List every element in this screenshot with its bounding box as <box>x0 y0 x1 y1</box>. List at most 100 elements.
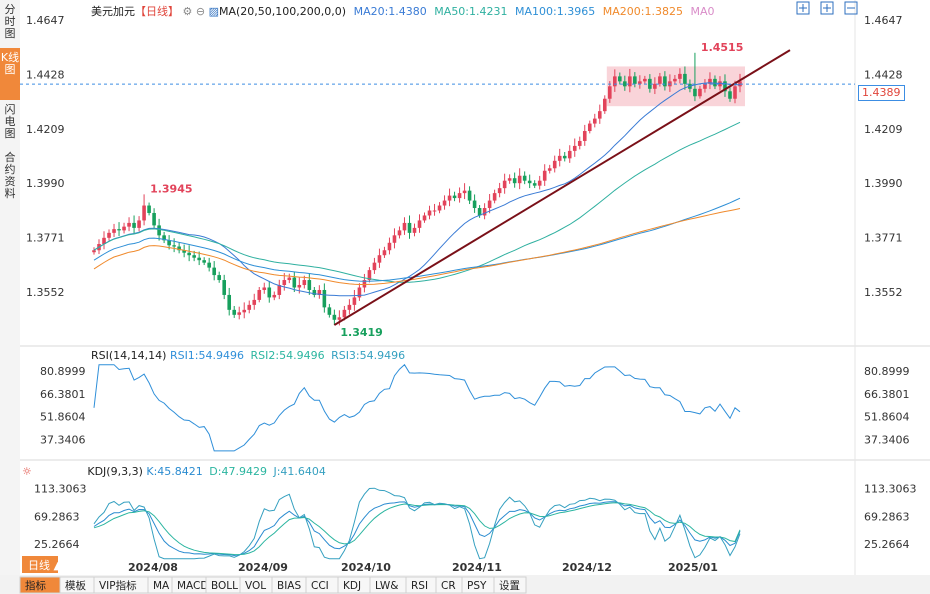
kdj-y-tick: 113.3063 <box>34 483 87 496</box>
candle-body <box>302 280 307 286</box>
rsi1-value: RSI1:54.9496 <box>169 349 244 362</box>
ma20-value: MA20:1.4380 <box>353 5 427 18</box>
candle-body <box>693 88 697 97</box>
axes: 1.4647 1.4647 1.4428 1.4428 1.4209 1.4209 1.39… <box>26 14 917 574</box>
candle-body <box>187 252 191 256</box>
candle-body <box>202 260 206 263</box>
candle-body <box>327 307 332 315</box>
left-tabs: 分时图 K线图 闪电图 合约资料 <box>0 4 20 212</box>
candle-body <box>272 294 277 298</box>
bottom-tab-14[interactable] <box>493 576 527 594</box>
candle-body <box>162 235 166 241</box>
candle-body <box>222 280 227 295</box>
header-legend: 美元加元【日线】 ⚙ ⊖ ▨MA(20,50,100,200,0,0) MA20… <box>91 3 714 19</box>
kdj-d-value: D:47.9429 <box>209 465 267 478</box>
candle-body <box>417 220 422 228</box>
candle-body <box>633 76 637 84</box>
candle-body <box>452 195 457 199</box>
settings-icon[interactable]: ⚙ <box>182 5 193 18</box>
candle-body <box>192 255 196 258</box>
candle-body <box>412 227 417 233</box>
candle-body <box>152 212 156 226</box>
candle-body <box>613 76 617 87</box>
kdj-j-value: J:41.6404 <box>273 465 326 478</box>
kdj-label: KDJ(9,3,3) <box>87 465 143 478</box>
indicator-icon[interactable]: ▨ <box>208 5 219 18</box>
candle-body <box>628 76 632 87</box>
candle-body <box>648 78 652 89</box>
period-label[interactable]: 【日线】 <box>135 5 179 18</box>
bottom-tab-label: BOLL <box>211 580 238 592</box>
candle-body <box>217 275 221 281</box>
ma50-value: MA50:1.4231 <box>434 5 508 18</box>
candle-body <box>267 287 272 298</box>
zoom-out-icon[interactable] <box>844 1 858 15</box>
minus-icon[interactable]: ⊖ <box>195 5 206 18</box>
kdj-k-line <box>93 501 741 557</box>
candle-body <box>592 118 597 124</box>
kdj-y-tick: 69.2863 <box>34 510 80 523</box>
candle-body <box>287 277 292 281</box>
ma20-line <box>93 82 740 297</box>
candle-body <box>177 246 181 251</box>
sun-icon[interactable]: ☼ <box>22 465 32 478</box>
candle-body <box>582 131 587 141</box>
zoom-in-icon[interactable] <box>820 1 834 15</box>
crosshair-icon[interactable] <box>796 1 810 15</box>
candle-body <box>112 229 116 233</box>
candle-body <box>482 208 487 216</box>
candle-body <box>297 285 302 288</box>
main-price-panel: 1.3945 1.3419 1.4515 <box>20 41 855 339</box>
candle-body <box>728 91 732 99</box>
kdj-j-line <box>93 487 741 560</box>
rsi-legend: RSI(14,14,14) RSI1:54.9496 RSI2:54.9496 … <box>91 349 405 362</box>
candle-body <box>467 190 472 201</box>
candle-body <box>382 250 387 256</box>
tab-flash[interactable]: 闪电图 <box>4 103 16 140</box>
candle-body <box>352 297 357 305</box>
candle-body <box>442 200 447 206</box>
tab-kline-bg[interactable] <box>0 48 20 100</box>
bottom-tab-label: 设置 <box>499 580 520 592</box>
candle-body <box>342 309 347 318</box>
candle-body <box>432 210 437 212</box>
candle-body <box>522 175 527 181</box>
kdj-y-tick: 25.2664 <box>34 538 80 551</box>
tab-intraday[interactable]: 分时图 <box>4 3 16 40</box>
candle-body <box>422 215 427 221</box>
candle-body <box>643 78 647 82</box>
period-selector[interactable] <box>22 556 58 573</box>
candle-body <box>562 155 567 159</box>
candle-body <box>237 312 242 315</box>
candle-body <box>357 287 362 298</box>
candle-body <box>587 123 592 132</box>
candle-body <box>457 193 462 199</box>
candle-body <box>227 294 232 310</box>
rsi-y-tick-right: 80.8999 <box>864 365 910 378</box>
candle-body <box>277 285 282 295</box>
high-annotation: 1.4515 <box>701 41 743 54</box>
rsi3-value: RSI3:54.9496 <box>331 349 406 362</box>
candle-body <box>507 178 512 181</box>
kdj-y-tick-right: 113.3063 <box>864 483 917 496</box>
candle-body <box>492 193 497 201</box>
rsi-panel <box>93 363 741 452</box>
candle-body <box>172 245 176 247</box>
y-tick-label: 1.4209 <box>26 123 65 136</box>
candle-body <box>597 111 602 119</box>
candle-body <box>437 205 442 211</box>
candle-body <box>638 81 642 84</box>
tab-kline[interactable]: K线图 <box>0 51 20 76</box>
candle-body <box>362 280 367 288</box>
tab-contract-info[interactable]: 合约资料 <box>4 151 16 200</box>
ma200-line <box>93 208 741 285</box>
bottom-tab-label: KDJ <box>343 580 361 592</box>
candle-body <box>547 168 552 171</box>
rsi-y-tick: 66.3801 <box>40 388 86 401</box>
candle-body <box>427 210 432 216</box>
candle-body <box>282 280 287 286</box>
candle-body <box>497 188 502 194</box>
y-tick-label-right: 1.3552 <box>864 286 903 299</box>
ma50-line <box>93 121 741 283</box>
candle-body <box>472 200 477 209</box>
